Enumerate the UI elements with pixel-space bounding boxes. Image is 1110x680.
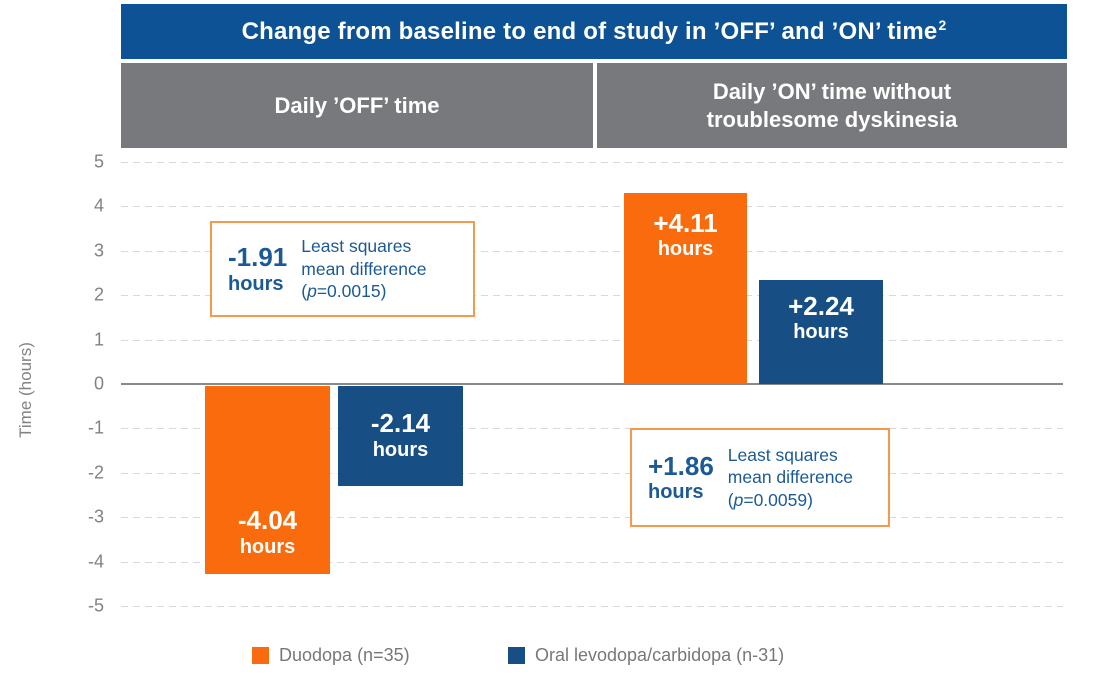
annotation-value: -1.91 hours — [228, 242, 288, 295]
bar-panel1-series1: +2.24 hours — [759, 279, 883, 384]
y-tick-label: -2 — [87, 462, 104, 483]
p-symbol: p — [733, 489, 744, 510]
annotation-description: Least squares mean difference (p=0.0015) — [301, 235, 453, 302]
gridline — [121, 517, 1063, 519]
y-tick-label: -4 — [87, 551, 104, 572]
y-tick-label: 5 — [93, 151, 104, 172]
annotation-on-mean-difference: +1.86 hours Least squares mean differenc… — [630, 428, 890, 527]
chart-title: Change from baseline to end of study in … — [242, 18, 947, 46]
annotation-value: +1.86 hours — [648, 450, 714, 504]
bar-unit-label: hours — [239, 535, 296, 558]
bar-value-label: +2.24 — [788, 290, 854, 321]
bar-unit-label: hours — [793, 321, 849, 344]
y-tick-label: -5 — [87, 595, 104, 616]
bar-value-label: -2.14 — [370, 407, 431, 438]
y-axis-title-text: Time (hours) — [16, 342, 35, 438]
panel-header-daily-off-time: Daily ’OFF’ time — [121, 63, 593, 148]
y-tick-label: 1 — [93, 329, 104, 350]
annotation-value-unit: hours — [648, 481, 704, 504]
legend-item-oral-levodopa: Oral levodopa/carbidopa (n-31) — [508, 645, 784, 666]
p-symbol: p — [307, 281, 317, 302]
annotation-p-value: (p=0.0059) — [728, 489, 876, 511]
panel-header-daily-on-time: Daily ’ON’ time without troublesome dysk… — [597, 63, 1067, 148]
p-value-text: =0.0015) — [316, 281, 387, 302]
gridline — [121, 250, 1063, 252]
duodopa-legend-swatch-icon — [252, 647, 269, 664]
gridline — [121, 472, 1063, 474]
gridline — [121, 606, 1063, 607]
annotation-description: Least squares mean difference (p=0.0059) — [728, 444, 876, 511]
bar-value-label: -4.04 — [237, 505, 298, 536]
gridline — [121, 206, 1063, 208]
y-tick-label: -1 — [87, 417, 104, 438]
bar-panel1-series0: +4.11 hours — [624, 192, 747, 384]
gridline — [121, 428, 1063, 430]
panel-header-daily-off-time-label: Daily ’OFF’ time — [274, 92, 440, 118]
annotation-value-number: +1.86 — [648, 450, 714, 481]
annotation-description-text: Least squares mean difference — [301, 236, 427, 279]
legend-label-duodopa: Duodopa (n=35) — [279, 645, 410, 665]
annotation-p-value: (p=0.0015) — [301, 280, 453, 302]
y-tick-label: 4 — [93, 195, 104, 216]
bar-value-label: +4.11 — [653, 207, 718, 238]
gridline — [121, 561, 1063, 563]
annotation-off-mean-difference: -1.91 hours Least squares mean differenc… — [210, 221, 475, 317]
legend-item-duodopa: Duodopa (n=35) — [252, 645, 410, 666]
annotation-value-number: -1.91 — [228, 242, 288, 273]
chart-title-superscript: 2 — [938, 16, 947, 33]
y-tick-label: 3 — [93, 240, 104, 261]
bar-unit-label: hours — [657, 238, 714, 261]
y-axis-title: Time (hours) — [14, 310, 38, 470]
bar-panel0-series0: -4.04 hours — [205, 386, 330, 574]
bar-unit-label: hours — [372, 438, 429, 461]
zero-axis-line — [121, 383, 1063, 385]
p-open-paren: ( — [727, 489, 734, 510]
y-tick-label: 0 — [93, 373, 104, 394]
chart-title-text: Change from baseline to end of study in … — [241, 17, 938, 45]
panel-header-daily-on-time-label: Daily ’ON’ time without troublesome dysk… — [706, 79, 958, 132]
chart-title-bar: Change from baseline to end of study in … — [121, 4, 1067, 59]
gridline — [121, 295, 1063, 297]
oral-levodopa-legend-swatch-icon — [508, 647, 525, 664]
y-tick-label: 2 — [93, 284, 104, 305]
annotation-value-unit: hours — [228, 272, 284, 295]
y-tick-label: -3 — [87, 506, 104, 527]
annotation-description-text: Least squares mean difference — [727, 444, 853, 488]
gridline — [121, 162, 1063, 163]
p-value-text: =0.0059) — [743, 489, 813, 510]
p-open-paren: ( — [301, 281, 308, 302]
bar-panel0-series1: -2.14 hours — [338, 386, 463, 486]
gridline — [121, 339, 1063, 341]
legend-label-oral-levodopa: Oral levodopa/carbidopa (n-31) — [535, 645, 785, 665]
